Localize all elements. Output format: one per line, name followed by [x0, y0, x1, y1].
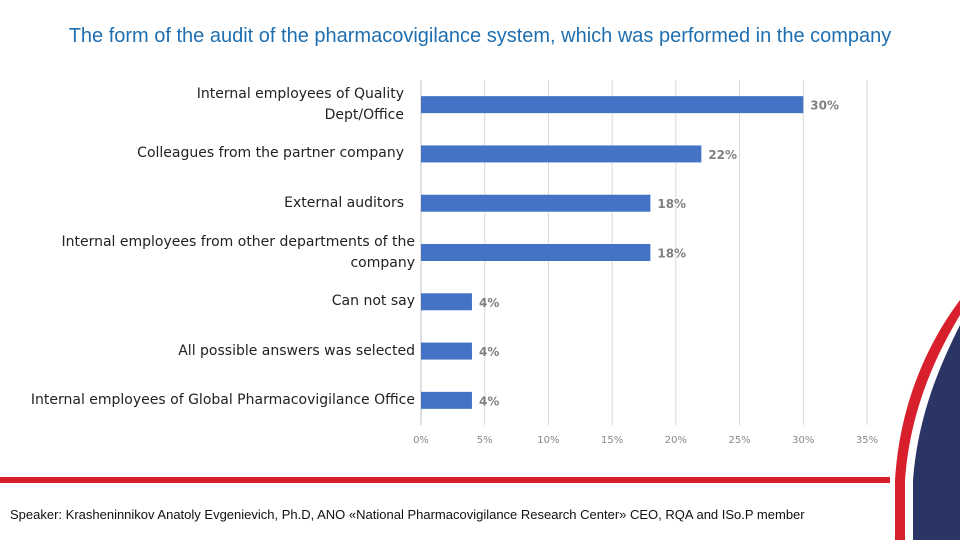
bar: [421, 244, 651, 261]
x-tick-label: 10%: [537, 435, 559, 446]
category-label: Internal employees of Quality Dept/Offic…: [196, 85, 404, 123]
bar: [421, 342, 472, 360]
x-tick-label: 15%: [601, 435, 623, 446]
category-label: Can not say: [331, 293, 415, 310]
category-label: External auditors: [284, 194, 404, 211]
corner-decoration: [895, 300, 960, 540]
x-tick-label: 5%: [477, 435, 493, 446]
data-label: 30%: [810, 99, 839, 113]
bar: [421, 293, 472, 311]
data-label: 4%: [479, 296, 499, 310]
speaker-footer: Speaker: Krasheninnikov Anatoly Evgeniev…: [10, 507, 805, 522]
data-label: 4%: [479, 394, 499, 408]
x-tick-label: 30%: [792, 435, 814, 446]
bar: [421, 391, 472, 409]
footer-divider: [0, 477, 890, 483]
bar: [421, 145, 702, 163]
category-label: Internal employees from other department…: [61, 233, 415, 271]
category-label: Internal employees of Global Pharmacovig…: [30, 391, 415, 408]
category-label: All possible answers was selected: [178, 342, 415, 359]
data-label: 4%: [479, 345, 499, 359]
data-label: 22%: [708, 148, 737, 162]
x-tick-label: 35%: [856, 435, 878, 446]
data-label: 18%: [657, 197, 686, 211]
data-label: 18%: [657, 247, 686, 261]
x-tick-label: 20%: [665, 435, 687, 446]
chart-title: The form of the audit of the pharmacovig…: [68, 25, 892, 47]
x-tick-label: 0%: [413, 435, 429, 446]
x-tick-label: 25%: [728, 435, 750, 446]
category-label: Colleagues from the partner company: [137, 145, 404, 162]
bar: [421, 194, 651, 212]
bar: [421, 96, 804, 114]
